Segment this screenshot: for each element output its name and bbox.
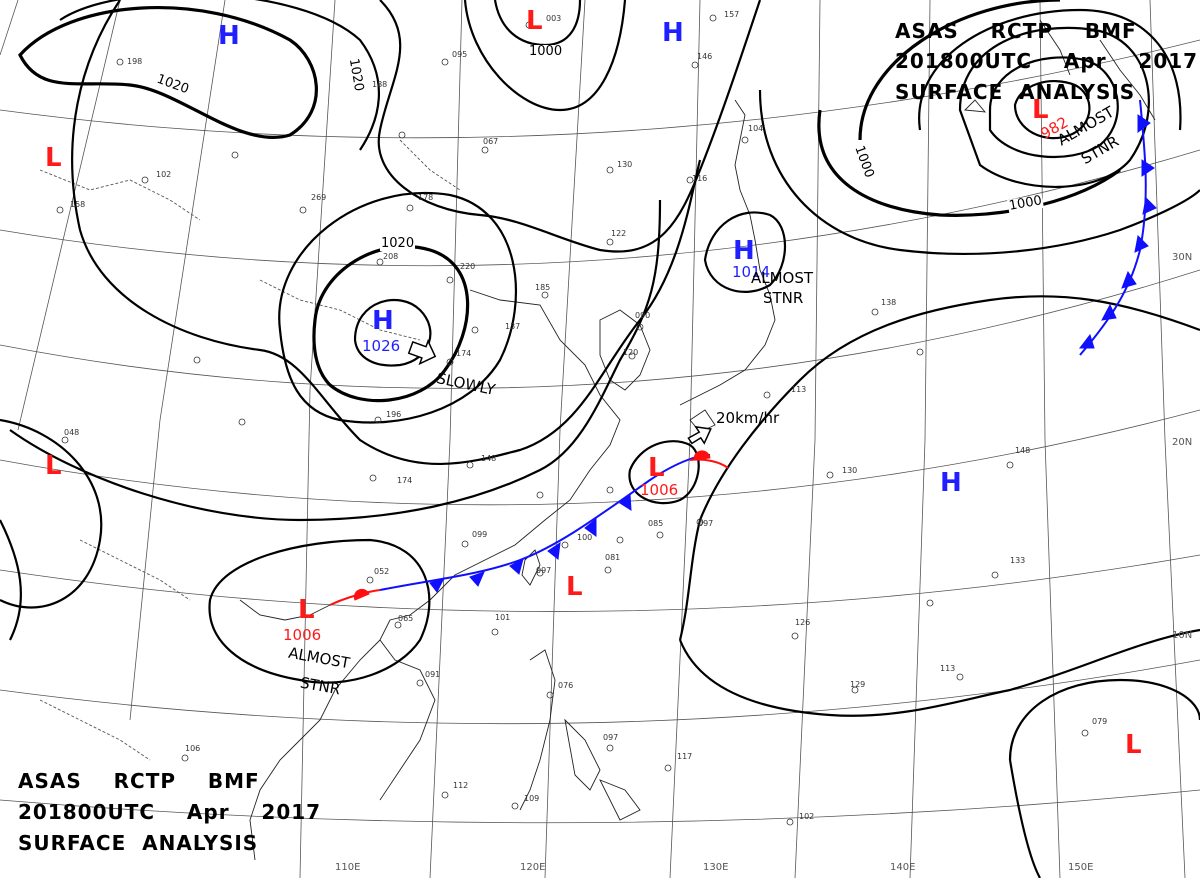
station-value: 113 xyxy=(791,385,807,394)
isobar-label: 1000 xyxy=(528,44,564,59)
station-value: 097 xyxy=(698,519,714,528)
station-value: 099 xyxy=(472,530,488,539)
low-symbol: L xyxy=(648,453,665,483)
low-symbol: L xyxy=(45,143,62,173)
station-value: 113 xyxy=(940,664,956,673)
station-value: 208 xyxy=(383,252,399,261)
longitude-label: 140E xyxy=(890,862,916,873)
station-value: 065 xyxy=(398,614,414,623)
station-value: 109 xyxy=(524,794,540,803)
cold-front xyxy=(379,99,1157,593)
station-value: 076 xyxy=(558,681,574,690)
station-value: 148 xyxy=(481,454,497,463)
station-value: 126 xyxy=(795,618,811,627)
station-value: 157 xyxy=(724,10,740,19)
low-symbol: L xyxy=(526,6,543,36)
station-value: 112 xyxy=(453,781,469,790)
coastlines xyxy=(39,19,1156,861)
header-bottom-left-line2: 201800UTC Apr 2017 xyxy=(18,800,322,824)
station-value: 130 xyxy=(842,466,858,475)
high-symbol: H xyxy=(940,468,962,498)
low-symbol: L xyxy=(45,451,62,481)
station-markers xyxy=(56,14,1089,826)
station-value: 101 xyxy=(495,613,511,622)
low-symbol: L xyxy=(566,572,583,602)
station-value: 106 xyxy=(185,744,201,753)
station-value: 100 xyxy=(577,533,593,542)
station-value: 138 xyxy=(881,298,897,307)
longitude-label: 110E xyxy=(335,862,361,873)
station-value: 137 xyxy=(505,322,521,331)
station-value: 196 xyxy=(386,410,402,419)
station-value: 117 xyxy=(677,752,693,761)
longitude-label: 130E xyxy=(703,862,729,873)
station-value: 158 xyxy=(70,200,86,209)
longitude-label: 150E xyxy=(1068,862,1094,873)
station-value: 081 xyxy=(605,553,621,562)
longitude-label: 120E xyxy=(520,862,546,873)
low-pressure-value: 1006 xyxy=(283,626,322,644)
low-symbol: L xyxy=(1032,95,1049,125)
station-value: 116 xyxy=(692,174,708,183)
station-value: 146 xyxy=(697,52,713,61)
station-value: 097 xyxy=(603,733,619,742)
latitude-label: 30N xyxy=(1172,252,1193,263)
latitude-label: 20N xyxy=(1172,437,1193,448)
low-pressure-value: 1006 xyxy=(640,481,679,499)
station-value: 198 xyxy=(127,57,143,66)
warm-front xyxy=(329,450,729,606)
almost-stnr-label: ALMOST xyxy=(751,269,814,287)
station-value: 133 xyxy=(1010,556,1026,565)
station-value: 220 xyxy=(460,262,476,271)
station-value: 067 xyxy=(483,137,499,146)
station-value: 178 xyxy=(418,193,434,202)
low-symbol: L xyxy=(298,595,315,625)
header-top-right-line1: ASAS RCTP BMF xyxy=(895,19,1137,43)
station-value: 104 xyxy=(748,124,764,133)
high-symbol: H xyxy=(372,306,394,336)
station-value: 148 xyxy=(1015,446,1031,455)
station-value: 097 xyxy=(536,566,552,575)
high-pressure-value: 1014 xyxy=(732,263,771,281)
station-value: 052 xyxy=(374,567,390,576)
station-value: 269 xyxy=(311,193,327,202)
station-value: 185 xyxy=(535,283,551,292)
header-top-right-line2: 201800UTC Apr 2017 xyxy=(895,49,1199,73)
high-symbol: H xyxy=(733,236,755,266)
movement-arrows xyxy=(407,339,712,445)
speed-note: 20km/hr xyxy=(716,409,780,427)
station-value: 003 xyxy=(546,14,562,23)
station-value: 120 xyxy=(623,348,639,357)
high-pressure-value: 1026 xyxy=(362,337,401,355)
station-value: 095 xyxy=(452,50,468,59)
isobar-label: 1020 xyxy=(380,236,416,251)
latitude-label: 10N xyxy=(1172,630,1193,641)
header-top-right-line3: SURFACE ANALYSIS xyxy=(895,80,1136,104)
station-value: 102 xyxy=(156,170,172,179)
high-symbol: H xyxy=(218,21,240,51)
station-value: 085 xyxy=(648,519,664,528)
low-symbol: L xyxy=(1125,730,1142,760)
station-value: 079 xyxy=(1092,717,1108,726)
station-value: 091 xyxy=(425,670,441,679)
high-symbol: H xyxy=(662,18,684,48)
station-value: 090 xyxy=(635,311,651,320)
station-value: 048 xyxy=(64,428,80,437)
station-value: 174 xyxy=(456,349,472,358)
header-bottom-left-line3: SURFACE ANALYSIS xyxy=(18,831,259,855)
header-bottom-left-line1: ASAS RCTP BMF xyxy=(18,769,260,793)
station-value: 188 xyxy=(372,80,388,89)
station-value: 130 xyxy=(617,160,633,169)
almost-stnr-label: STNR xyxy=(763,289,804,307)
station-value: 122 xyxy=(611,229,627,238)
station-value: 129 xyxy=(850,680,866,689)
station-value: 102 xyxy=(799,812,815,821)
station-value: 174 xyxy=(397,476,413,485)
